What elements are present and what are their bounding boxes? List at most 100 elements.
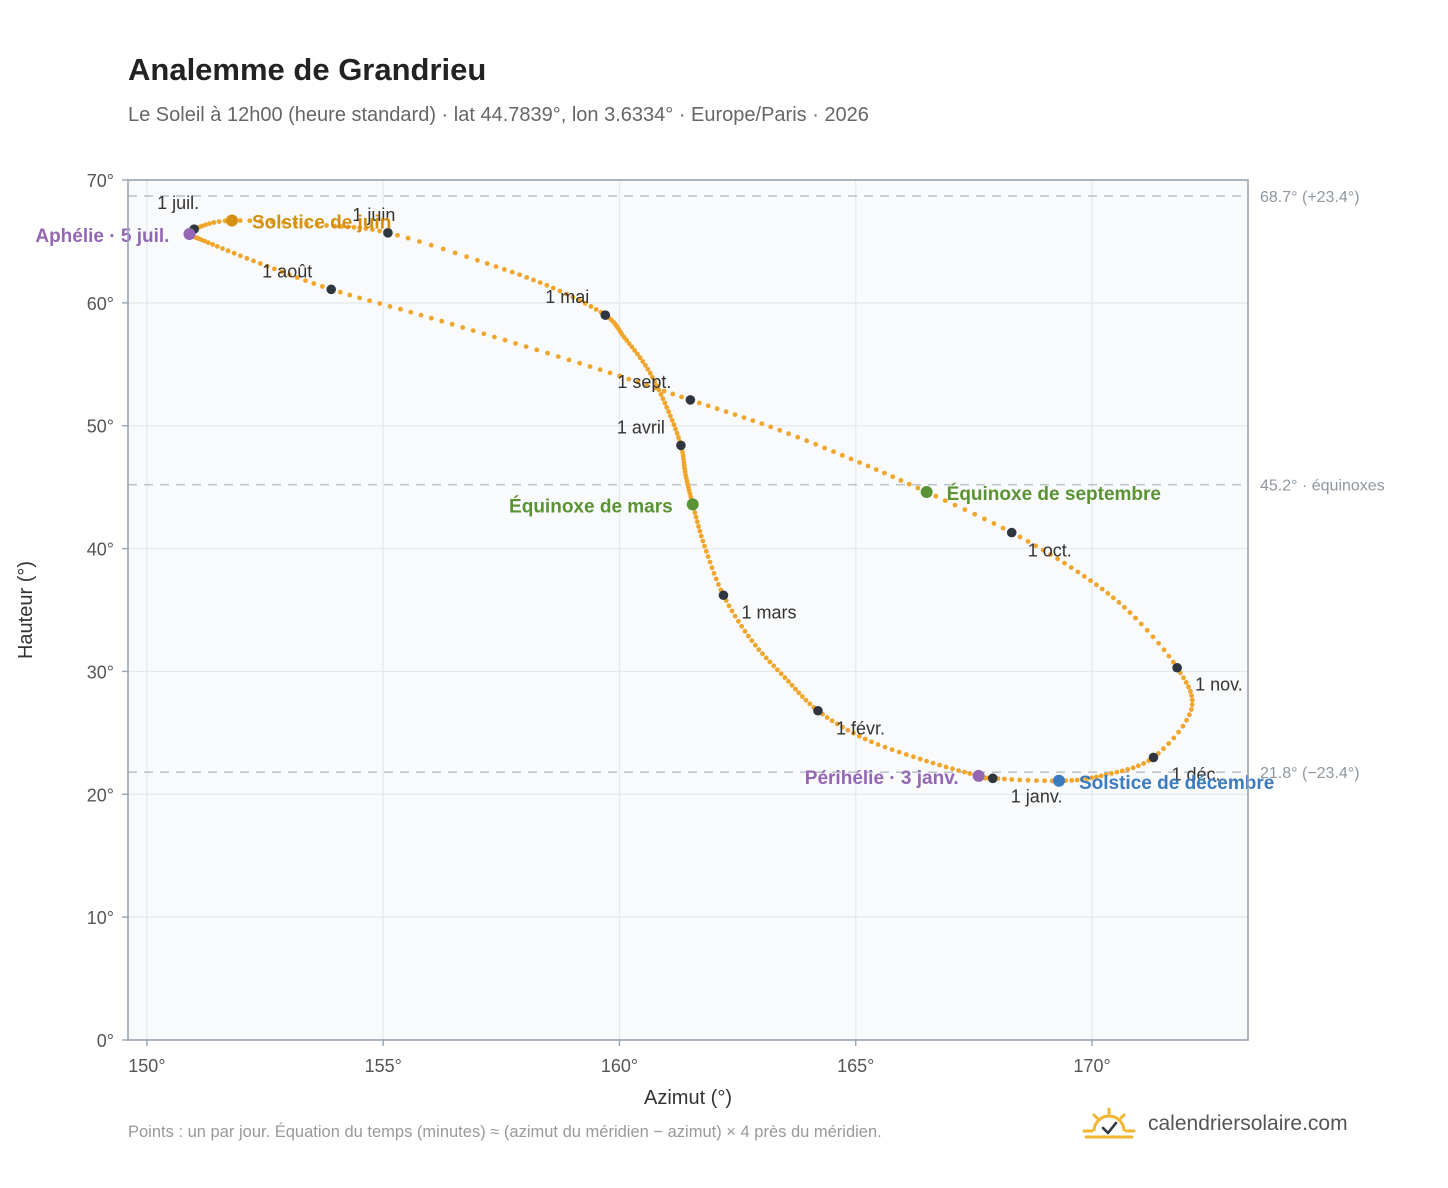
month-label: 1 févr.	[836, 719, 885, 739]
curve-dot	[1081, 573, 1087, 579]
curve-dot	[705, 403, 711, 409]
curve-dot	[1040, 547, 1046, 553]
curve-dot	[656, 387, 662, 393]
event-marker	[1052, 774, 1065, 787]
curve-dot	[550, 285, 556, 291]
curve-dot	[1116, 600, 1122, 605]
curve-dot	[244, 255, 250, 261]
curve-dot	[635, 351, 640, 357]
curve-dot	[670, 391, 676, 397]
month-label: 1 mai	[545, 287, 589, 307]
curve-dot	[324, 223, 329, 228]
curve-dot	[214, 244, 220, 249]
curve-dot	[799, 694, 805, 699]
y-tick-label: 30°	[87, 662, 114, 682]
month-label: 1 juil.	[157, 193, 199, 213]
month-marker	[676, 440, 686, 451]
curve-dot	[1130, 765, 1136, 771]
curve-dot	[1184, 717, 1189, 723]
brand: calendriersolaire.com	[1082, 1104, 1348, 1144]
curve-dot	[831, 449, 836, 454]
event-marker	[972, 769, 985, 782]
curve-dot	[702, 543, 707, 549]
plot-background	[128, 180, 1248, 1040]
month-marker	[718, 590, 729, 601]
curve-dot	[593, 307, 599, 312]
curve-dot	[1170, 659, 1176, 665]
curve-dot	[1109, 771, 1114, 776]
curve-dot	[1187, 712, 1192, 718]
curve-dot	[555, 354, 561, 359]
curve-dot	[933, 493, 939, 499]
curve-dot	[220, 246, 225, 251]
curve-dot	[470, 328, 476, 333]
curve-dot	[726, 603, 732, 609]
curve-dot	[653, 385, 658, 391]
curve-dot	[247, 218, 253, 224]
month-label: 1 sept.	[617, 372, 671, 392]
curve-dot	[991, 521, 997, 526]
curve-dot	[357, 295, 362, 301]
curve-dot	[1094, 582, 1099, 588]
analemma-curve	[185, 218, 1195, 784]
curve-dot	[607, 370, 613, 376]
month-marker	[1148, 752, 1159, 763]
curve-dot	[320, 284, 325, 289]
curve-dot	[1144, 627, 1150, 633]
curve-dot	[1171, 735, 1177, 741]
curve-dot	[1125, 767, 1131, 772]
curve-dot	[645, 366, 651, 372]
curve-dot	[956, 768, 961, 773]
curve-dot	[882, 470, 887, 476]
curve-dot	[889, 747, 895, 753]
curve-dot	[1161, 746, 1166, 752]
curve-dot	[1062, 560, 1067, 566]
curve-dot	[967, 771, 973, 776]
curve-dot	[339, 224, 344, 229]
curve-dot	[258, 218, 263, 224]
month-label: 1 nov.	[1195, 675, 1243, 695]
curve-dot	[257, 261, 263, 266]
curve-dot	[1025, 777, 1031, 783]
curve-dot	[287, 272, 292, 278]
curve-dot	[952, 502, 958, 508]
curve-dot	[882, 744, 888, 750]
event-markers: Équinoxe de mars Équinoxe de septembre Sol…	[35, 213, 1274, 794]
y-tick-label: 50°	[87, 417, 114, 437]
curve-dot	[803, 697, 809, 703]
curve-dot	[865, 463, 871, 469]
curve-dot	[851, 730, 856, 736]
curve-dot	[822, 445, 827, 451]
curve-dot	[760, 651, 765, 657]
curve-dot	[281, 220, 286, 225]
curve-dot	[202, 238, 208, 244]
curve-dot	[898, 478, 904, 483]
curve-dot	[795, 434, 801, 440]
event-marker	[183, 228, 196, 241]
curve-dot	[1025, 539, 1031, 544]
curve-dot	[311, 281, 317, 286]
curve-dot	[1068, 565, 1074, 570]
curve-dot	[669, 417, 675, 423]
curve-dot	[357, 225, 363, 231]
curve-dot	[756, 647, 762, 652]
month-marker	[685, 395, 696, 405]
event-label: Périhélie · 3 janv.	[805, 768, 959, 789]
axis-ticks: 150° 155° 160° 165° 170° 0° 10° 20° 30° 40° 50° 60°…	[87, 171, 1111, 1076]
curve-dot	[1166, 741, 1172, 746]
curve-dot	[972, 511, 978, 517]
y-tick-label: 20°	[87, 785, 114, 805]
curve-dot	[942, 498, 948, 503]
curve-dot	[696, 524, 701, 529]
sun-icon	[1082, 1107, 1136, 1139]
month-label: 1 juin	[352, 205, 395, 225]
curve-dot	[460, 325, 466, 330]
curve-dot	[873, 467, 879, 472]
curve-dot	[676, 435, 681, 440]
curve-dot	[824, 715, 830, 720]
curve-dot	[839, 452, 845, 458]
x-tick-label: 155°	[365, 1056, 402, 1076]
curve-dot	[1188, 707, 1194, 712]
curve-dot	[545, 350, 550, 356]
curve-dot	[749, 638, 755, 644]
